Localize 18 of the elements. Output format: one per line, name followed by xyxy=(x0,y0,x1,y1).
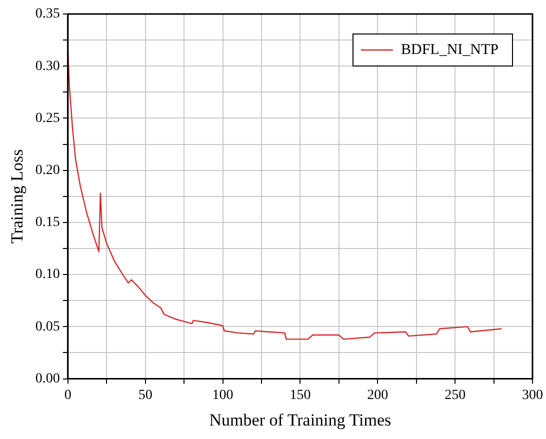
y-tick-label: 0.20 xyxy=(35,163,60,178)
y-tick-label: 0.10 xyxy=(35,267,60,282)
x-tick-label: 0 xyxy=(64,388,72,403)
y-tick-label: 0.25 xyxy=(35,110,60,126)
y-tick-label: 0.35 xyxy=(35,6,60,22)
y-tick-label: 0.00 xyxy=(35,371,60,386)
y-tick-label: 0.30 xyxy=(35,58,60,74)
x-tick-label: 300 xyxy=(522,388,543,403)
x-tick-label: 100 xyxy=(212,388,234,403)
x-tick-label: 250 xyxy=(444,388,466,403)
x-tick-label: 150 xyxy=(290,388,311,403)
x-tick-label: 50 xyxy=(138,388,152,403)
x-axis-title: Number of Training Times xyxy=(209,410,392,430)
x-tick-label: 200 xyxy=(367,388,388,403)
y-tick-label: 0.15 xyxy=(35,215,60,230)
legend-label: BDFL_NI_NTP xyxy=(400,42,499,58)
y-tick-label: 0.05 xyxy=(35,319,60,334)
y-axis-title: Training Loss xyxy=(8,149,27,244)
